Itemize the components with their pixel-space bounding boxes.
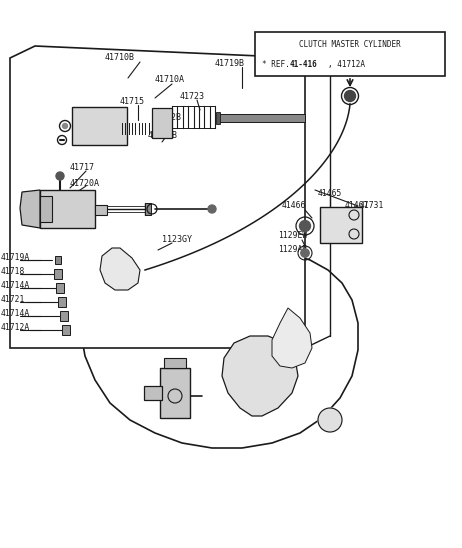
Text: 41465: 41465: [318, 189, 342, 197]
Text: 1123GY: 1123GY: [162, 236, 192, 244]
Text: 41710A: 41710A: [155, 76, 185, 84]
Bar: [164, 358, 186, 368]
Bar: [145, 203, 151, 215]
Bar: [152, 108, 172, 138]
Circle shape: [56, 172, 64, 180]
Circle shape: [62, 123, 67, 128]
Circle shape: [301, 249, 309, 257]
Text: 41714A: 41714A: [1, 310, 30, 318]
Text: 1129EW: 1129EW: [278, 231, 307, 241]
Polygon shape: [100, 248, 140, 290]
Text: 41715: 41715: [120, 96, 145, 106]
Bar: [320, 207, 362, 243]
Polygon shape: [10, 46, 305, 348]
Bar: [255, 32, 445, 76]
Polygon shape: [80, 244, 358, 448]
Bar: [144, 386, 162, 400]
Bar: [54, 269, 62, 279]
Bar: [55, 256, 61, 264]
Text: 41719B: 41719B: [215, 59, 245, 67]
Text: * REF.: * REF.: [262, 60, 294, 68]
Text: 41731: 41731: [360, 202, 384, 210]
Bar: [72, 107, 127, 145]
Text: 41714B: 41714B: [148, 130, 178, 140]
Bar: [58, 297, 66, 307]
Text: 41710B: 41710B: [105, 54, 135, 62]
Text: 41467: 41467: [345, 202, 370, 210]
Text: , 41712A: , 41712A: [328, 60, 365, 68]
Bar: [160, 368, 190, 418]
Bar: [95, 205, 107, 215]
Text: 41714A: 41714A: [1, 282, 30, 290]
Text: 41718: 41718: [1, 267, 25, 277]
Polygon shape: [272, 308, 312, 368]
Text: CLUTCH MASTER CYLINDER: CLUTCH MASTER CYLINDER: [299, 40, 401, 49]
Polygon shape: [222, 336, 298, 416]
Text: 41717: 41717: [70, 163, 95, 173]
Text: 41712B: 41712B: [152, 113, 182, 123]
Bar: [60, 311, 68, 321]
Text: 41466: 41466: [282, 202, 306, 210]
Bar: [40, 190, 95, 228]
Text: 41712A: 41712A: [1, 323, 30, 333]
Bar: [56, 283, 64, 293]
Bar: [40, 196, 52, 222]
Circle shape: [208, 205, 216, 213]
Bar: [218, 114, 305, 122]
Circle shape: [345, 90, 355, 101]
Text: 41-416: 41-416: [290, 60, 318, 68]
Text: 41720A: 41720A: [70, 179, 100, 187]
Text: 41721: 41721: [1, 295, 25, 305]
Text: 1129AR: 1129AR: [278, 246, 307, 254]
Bar: [216, 112, 220, 124]
Polygon shape: [20, 190, 40, 228]
Circle shape: [318, 408, 342, 432]
Bar: [62, 325, 70, 335]
Text: 41719A: 41719A: [1, 254, 30, 262]
Circle shape: [299, 220, 310, 231]
Text: 41723: 41723: [180, 92, 205, 100]
